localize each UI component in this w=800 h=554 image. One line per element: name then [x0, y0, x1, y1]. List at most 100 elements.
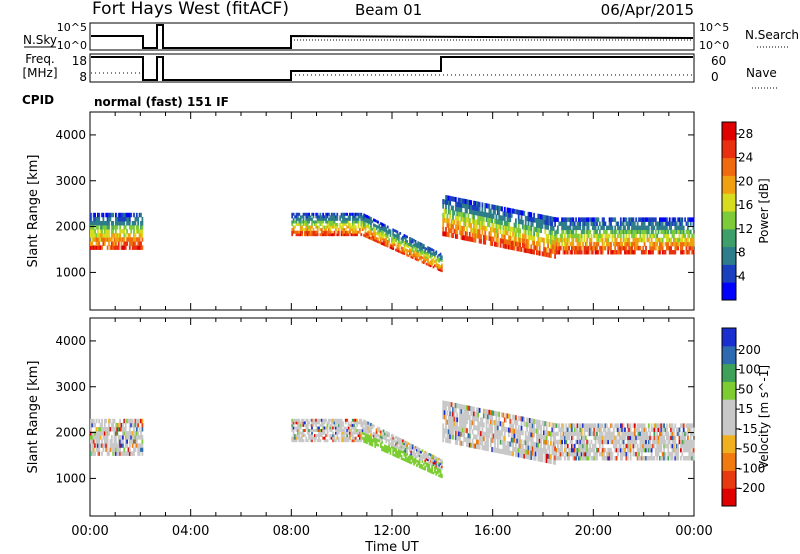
echo-cell	[427, 456, 429, 460]
echo-cell	[568, 225, 570, 231]
echo-cell	[97, 245, 99, 250]
echo-cell	[116, 427, 119, 432]
echo-cell	[579, 233, 582, 239]
echo-cell	[134, 418, 137, 424]
echo-cell	[622, 237, 625, 243]
echo-cell	[105, 212, 108, 218]
echo-cell	[663, 443, 665, 449]
echo-cell	[543, 425, 545, 431]
echo-cell	[569, 431, 572, 437]
echo-cell	[438, 258, 440, 261]
echo-cell	[600, 427, 603, 432]
echo-cell	[425, 464, 428, 467]
echo-cell	[414, 459, 417, 462]
echo-cell	[120, 435, 123, 440]
echo-cell	[353, 429, 356, 432]
echo-cell	[489, 442, 492, 448]
echo-cell	[551, 431, 554, 437]
echo-cell	[572, 435, 575, 441]
echo-cell	[372, 230, 375, 234]
echo-cell	[505, 417, 508, 423]
echo-cell	[319, 423, 322, 427]
echo-cell	[513, 208, 516, 214]
echo-cell	[340, 220, 343, 224]
echo-cell	[495, 214, 498, 220]
echo-cell	[452, 407, 454, 413]
echo-cell	[385, 450, 388, 453]
echo-cell	[320, 217, 323, 221]
echo-cell	[367, 215, 370, 219]
echo-cell	[617, 431, 619, 437]
echo-cell	[663, 250, 665, 255]
echo-cell	[91, 225, 94, 230]
echo-cell	[587, 245, 590, 251]
echo-cell	[660, 229, 663, 235]
echo-cell	[671, 447, 674, 453]
echo-cell	[432, 253, 435, 256]
echo-cell	[453, 219, 456, 225]
echo-cell	[617, 241, 619, 247]
echo-cell	[439, 471, 442, 474]
echo-cell	[322, 431, 325, 435]
echo-cell	[402, 441, 404, 445]
echo-cell	[584, 250, 587, 255]
echo-cell	[414, 461, 417, 464]
echo-cell	[102, 443, 105, 448]
echo-cell	[130, 431, 133, 436]
echo-cell	[431, 458, 433, 462]
echo-cell	[474, 411, 477, 417]
echo-cell	[105, 237, 108, 242]
echo-cell	[685, 456, 688, 461]
echo-cell	[391, 445, 393, 449]
echo-cell	[494, 429, 496, 435]
echo-cell	[485, 409, 488, 415]
echo-cell	[335, 421, 337, 425]
echo-cell	[328, 212, 330, 216]
echo-cell	[113, 439, 116, 444]
echo-cell	[502, 225, 505, 230]
echo-cell	[461, 432, 464, 437]
echo-cell	[95, 431, 98, 436]
echo-cell	[428, 470, 431, 473]
echo-cell	[357, 212, 360, 216]
echo-cell	[618, 241, 621, 247]
echo-cell	[120, 241, 123, 246]
echo-cell	[400, 241, 403, 245]
echo-cell	[640, 225, 643, 231]
echo-cell	[459, 403, 461, 409]
echo-cell	[291, 429, 294, 432]
echo-cell	[113, 233, 116, 238]
echo-cell	[137, 451, 140, 456]
echo-cell	[603, 427, 605, 432]
echo-cell	[491, 241, 494, 247]
echo-cell	[526, 243, 528, 249]
echo-cell	[677, 237, 679, 243]
echo-cell	[438, 464, 440, 467]
echo-cell	[575, 225, 577, 231]
echo-cell	[537, 447, 540, 453]
echo-cell	[594, 241, 597, 247]
echo-cell	[463, 432, 466, 438]
echo-cell	[636, 447, 639, 453]
echo-cell	[470, 223, 473, 229]
echo-cell	[649, 443, 652, 449]
echo-cell	[351, 212, 354, 216]
echo-cell	[301, 431, 303, 435]
echo-cell	[370, 438, 372, 441]
echo-cell	[95, 216, 98, 222]
echo-cell	[397, 236, 400, 239]
echo-cell	[531, 217, 534, 223]
echo-cell	[611, 233, 614, 239]
echo-cell	[427, 252, 429, 256]
echo-cell	[316, 421, 319, 425]
echo-cell	[427, 465, 429, 468]
echo-cell	[569, 439, 572, 445]
echo-cell	[364, 440, 367, 444]
echo-cell	[440, 459, 443, 462]
echo-cell	[587, 427, 590, 432]
echo-cell	[349, 223, 351, 226]
echo-cell	[675, 451, 678, 457]
echo-cell	[645, 225, 647, 231]
echo-cell	[295, 439, 298, 443]
echo-cell	[363, 437, 365, 441]
